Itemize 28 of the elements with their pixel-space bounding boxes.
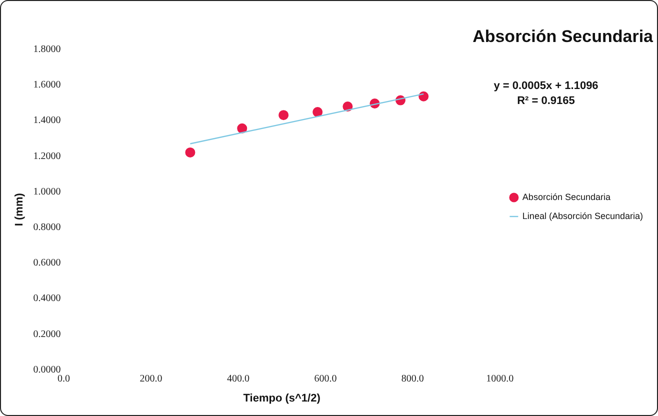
point	[237, 123, 248, 134]
y-tick-label: 0.6000	[33, 258, 61, 269]
legend-label: Lineal (Absorción Secundaria)	[522, 210, 644, 221]
y-tick-label: 1.8000	[33, 44, 61, 56]
text: R² = 0.9165	[517, 95, 575, 107]
legend-label: Absorción Secundaria	[522, 192, 610, 202]
x-axis-title: Tiempo (s^1/2)	[243, 392, 321, 404]
y-tick-label: 0.4000	[33, 293, 61, 304]
y-tick-label: 1.2000	[33, 150, 61, 162]
y-tick-label: 1.6000	[33, 80, 61, 91]
point	[418, 91, 429, 102]
y-tick-label: 0.8000	[33, 222, 61, 234]
text: Absorción Secundaria	[472, 26, 654, 46]
x-tick-label: 600.0	[314, 373, 337, 384]
y-tick-label: 1.0000	[33, 186, 61, 198]
y-tick-label: 0.0000	[33, 364, 61, 376]
point	[185, 147, 196, 158]
annotation: y = 0.0005x + 1.1096	[494, 80, 598, 92]
y-axis-title: I (mm)	[14, 192, 26, 226]
y-tick-label: 1.4000	[33, 115, 61, 126]
y-tick-label: 0.2000	[33, 328, 61, 340]
x-tick-label: 400.0	[226, 373, 250, 384]
x-tick-label: 0.0	[57, 373, 70, 384]
x-tick-label: 1000.0	[486, 373, 514, 384]
point	[278, 110, 289, 120]
x-tick-label: 800.0	[401, 373, 424, 384]
x-tick-label: 200.0	[140, 373, 162, 384]
point	[312, 107, 323, 118]
